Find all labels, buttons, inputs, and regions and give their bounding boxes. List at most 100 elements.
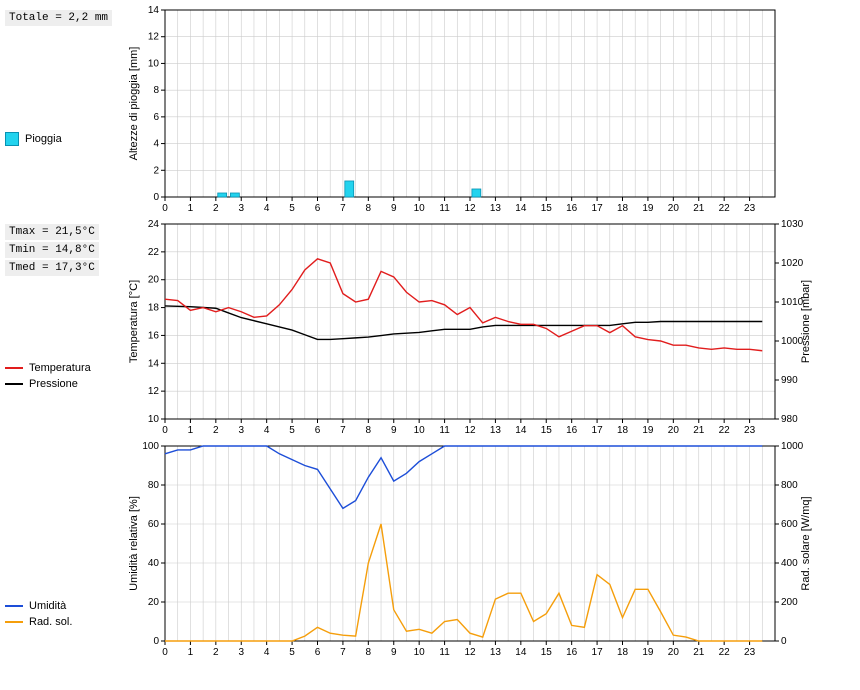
svg-text:1: 1 bbox=[188, 203, 194, 214]
svg-text:14: 14 bbox=[148, 5, 160, 16]
svg-text:3: 3 bbox=[238, 647, 244, 658]
humid-line-icon bbox=[5, 605, 23, 607]
svg-text:16: 16 bbox=[148, 330, 160, 341]
svg-text:Altezze di pioggia [mm]: Altezze di pioggia [mm] bbox=[128, 47, 140, 161]
svg-text:4: 4 bbox=[264, 425, 270, 436]
svg-text:80: 80 bbox=[148, 480, 160, 491]
svg-text:16: 16 bbox=[566, 647, 578, 658]
svg-text:21: 21 bbox=[693, 425, 705, 436]
svg-text:60: 60 bbox=[148, 519, 160, 530]
svg-text:0: 0 bbox=[162, 647, 168, 658]
svg-text:980: 980 bbox=[781, 414, 798, 425]
svg-text:24: 24 bbox=[148, 219, 160, 230]
svg-text:15: 15 bbox=[541, 647, 553, 658]
temp-line-icon bbox=[5, 367, 23, 369]
svg-text:11: 11 bbox=[439, 203, 450, 214]
svg-text:2: 2 bbox=[213, 425, 219, 436]
legend-item-pioggia: Pioggia bbox=[5, 132, 125, 146]
svg-text:17: 17 bbox=[592, 425, 604, 436]
svg-text:14: 14 bbox=[515, 203, 527, 214]
svg-text:990: 990 bbox=[781, 375, 798, 386]
svg-text:1030: 1030 bbox=[781, 219, 804, 230]
svg-text:1: 1 bbox=[188, 425, 194, 436]
tmin-box: Tmin = 14,8°C bbox=[5, 242, 99, 258]
legend-item-humid: Umidità bbox=[5, 600, 125, 612]
svg-text:8: 8 bbox=[366, 647, 372, 658]
svg-text:0: 0 bbox=[153, 636, 159, 647]
svg-text:10: 10 bbox=[148, 58, 160, 69]
svg-text:23: 23 bbox=[744, 647, 756, 658]
legend-item-temp: Temperatura bbox=[5, 362, 125, 374]
legend-col-rain: Totale = 2,2 mm Pioggia bbox=[5, 5, 125, 146]
tmed-box: Tmed = 17,3°C bbox=[5, 260, 99, 276]
svg-text:4: 4 bbox=[264, 647, 270, 658]
svg-text:3: 3 bbox=[238, 203, 244, 214]
svg-text:10: 10 bbox=[414, 203, 426, 214]
svg-text:20: 20 bbox=[148, 275, 160, 286]
svg-text:2: 2 bbox=[213, 203, 219, 214]
legend-label-temp: Temperatura bbox=[29, 362, 91, 374]
svg-text:6: 6 bbox=[153, 112, 159, 123]
svg-text:14: 14 bbox=[148, 358, 160, 369]
svg-text:18: 18 bbox=[148, 303, 160, 314]
rain-swatch-icon bbox=[5, 132, 19, 146]
svg-text:2: 2 bbox=[213, 647, 219, 658]
svg-text:1020: 1020 bbox=[781, 258, 804, 269]
svg-text:7: 7 bbox=[340, 203, 346, 214]
svg-text:8: 8 bbox=[366, 425, 372, 436]
legend-col-humid: Umidità Rad. sol. bbox=[5, 441, 125, 628]
svg-text:14: 14 bbox=[515, 425, 527, 436]
svg-text:1000: 1000 bbox=[781, 441, 804, 452]
svg-text:1: 1 bbox=[188, 647, 194, 658]
legend-label-pioggia: Pioggia bbox=[25, 133, 62, 145]
temp-press-chart: 0123456789101112131415161718192021222310… bbox=[125, 219, 845, 437]
svg-text:19: 19 bbox=[642, 203, 654, 214]
svg-text:22: 22 bbox=[719, 203, 731, 214]
svg-text:12: 12 bbox=[464, 647, 476, 658]
svg-text:17: 17 bbox=[592, 647, 604, 658]
svg-text:40: 40 bbox=[148, 558, 160, 569]
svg-text:5: 5 bbox=[289, 647, 295, 658]
legend-item-rad: Rad. sol. bbox=[5, 616, 125, 628]
svg-text:21: 21 bbox=[693, 203, 705, 214]
svg-text:16: 16 bbox=[566, 203, 578, 214]
svg-text:9: 9 bbox=[391, 425, 397, 436]
svg-text:10: 10 bbox=[414, 647, 426, 658]
svg-text:5: 5 bbox=[289, 203, 295, 214]
svg-text:19: 19 bbox=[642, 647, 654, 658]
svg-text:23: 23 bbox=[744, 203, 756, 214]
legend-label-humid: Umidità bbox=[29, 600, 66, 612]
svg-text:20: 20 bbox=[668, 203, 680, 214]
svg-text:Rad. solare [W/mq]: Rad. solare [W/mq] bbox=[800, 496, 812, 590]
svg-text:14: 14 bbox=[515, 647, 527, 658]
svg-text:17: 17 bbox=[592, 203, 604, 214]
svg-text:10: 10 bbox=[148, 414, 160, 425]
svg-text:13: 13 bbox=[490, 203, 502, 214]
legend-item-press: Pressione bbox=[5, 378, 125, 390]
svg-text:8: 8 bbox=[153, 85, 159, 96]
svg-text:6: 6 bbox=[315, 425, 321, 436]
svg-text:22: 22 bbox=[719, 647, 731, 658]
svg-text:15: 15 bbox=[541, 425, 553, 436]
svg-text:8: 8 bbox=[366, 203, 372, 214]
svg-text:13: 13 bbox=[490, 425, 502, 436]
press-line-icon bbox=[5, 383, 23, 385]
svg-text:Umidità relativa [%]: Umidità relativa [%] bbox=[128, 496, 140, 591]
svg-text:20: 20 bbox=[148, 597, 160, 608]
svg-text:16: 16 bbox=[566, 425, 578, 436]
svg-text:Temperatura [°C]: Temperatura [°C] bbox=[128, 280, 140, 363]
svg-text:9: 9 bbox=[391, 647, 397, 658]
svg-text:400: 400 bbox=[781, 558, 798, 569]
svg-text:4: 4 bbox=[153, 139, 159, 150]
svg-text:9: 9 bbox=[391, 203, 397, 214]
svg-text:12: 12 bbox=[464, 203, 476, 214]
humid-rad-chart: 0123456789101112131415161718192021222302… bbox=[125, 441, 845, 659]
svg-text:4: 4 bbox=[264, 203, 270, 214]
svg-text:22: 22 bbox=[719, 425, 731, 436]
svg-text:22: 22 bbox=[148, 247, 160, 258]
svg-text:2: 2 bbox=[153, 165, 159, 176]
svg-text:12: 12 bbox=[148, 386, 160, 397]
svg-text:19: 19 bbox=[642, 425, 654, 436]
legend-col-temp: Tmax = 21,5°C Tmin = 14,8°C Tmed = 17,3°… bbox=[5, 219, 125, 390]
svg-text:200: 200 bbox=[781, 597, 798, 608]
